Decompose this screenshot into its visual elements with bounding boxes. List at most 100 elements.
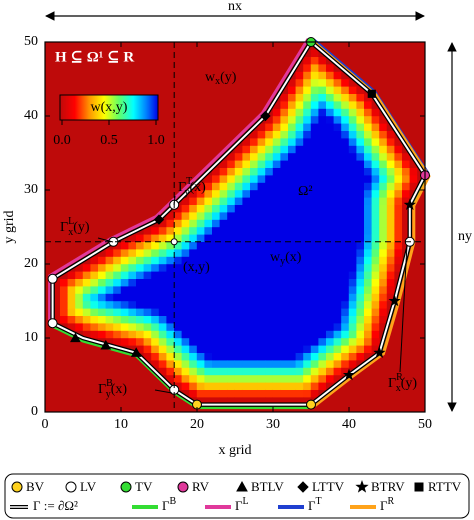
field-cell: [219, 249, 228, 257]
field-cell: [348, 167, 357, 176]
field-cell: [196, 182, 205, 191]
field-cell: [326, 189, 334, 198]
field-cell: [326, 86, 334, 94]
field-cell: [333, 278, 342, 287]
field-cell: [113, 241, 122, 250]
field-cell: [219, 345, 228, 353]
field-cell: [250, 389, 258, 398]
field-cell: [364, 212, 372, 220]
field-cell: [371, 345, 380, 353]
field-cell: [402, 197, 410, 205]
sub: y: [106, 389, 111, 400]
field-cell: [280, 308, 289, 316]
field-cell: [257, 189, 266, 198]
field-cell: [242, 152, 251, 161]
field-cell: [234, 367, 243, 376]
field-cell: [280, 123, 289, 131]
field-cell: [212, 256, 220, 265]
field-cell: [272, 204, 281, 213]
field-cell: [364, 293, 372, 302]
field-cell: [326, 226, 334, 235]
field-cell: [158, 249, 167, 257]
field-cell: [295, 182, 304, 191]
field-cell: [280, 360, 289, 368]
field-cell: [181, 234, 190, 242]
field-cell: [242, 145, 251, 154]
field-cell: [371, 101, 380, 109]
marker: [177, 481, 189, 493]
field-cell: [402, 189, 410, 198]
field-cell: [250, 234, 258, 242]
field-cell: [318, 204, 327, 213]
field-cell: [386, 293, 395, 302]
field-cell: [227, 278, 236, 287]
field-cell: [143, 300, 152, 309]
field-cell: [326, 315, 334, 324]
field-cell: [90, 278, 99, 287]
field-cell: [386, 145, 395, 154]
y-tick-label: 50: [24, 34, 38, 49]
field-cell: [219, 219, 228, 228]
field-cell: [318, 101, 327, 109]
arg: (x): [190, 180, 207, 195]
field-cell: [227, 300, 236, 309]
field-cell: [310, 189, 319, 198]
field-cell: [181, 226, 190, 235]
field-cell: [265, 167, 274, 176]
field-cell: [234, 204, 243, 213]
field-cell: [379, 271, 388, 279]
field-cell: [265, 175, 274, 183]
field-cell: [242, 189, 251, 198]
field-cell: [303, 56, 312, 65]
field-cell: [303, 323, 312, 331]
field-cell: [310, 78, 319, 87]
field-cell: [356, 300, 365, 309]
field-cell: [371, 167, 380, 176]
field-cell: [181, 360, 190, 368]
base: Γ: [60, 220, 68, 235]
field-cell: [364, 330, 372, 339]
field-cell: [242, 212, 251, 220]
field-cell: [250, 241, 258, 250]
field-cell: [386, 204, 395, 213]
field: [45, 41, 426, 412]
field-cell: [356, 197, 365, 205]
field-cell: [143, 293, 152, 302]
field-cell: [219, 241, 228, 250]
field-cell: [272, 130, 281, 139]
field-cell: [120, 293, 129, 302]
field-cell: [158, 241, 167, 250]
field-cell: [386, 138, 395, 146]
field-cell: [242, 249, 251, 257]
field-cell: [348, 293, 357, 302]
field-cell: [242, 337, 251, 346]
field-cell: [303, 337, 312, 346]
field-cell: [364, 300, 372, 309]
legend-label: RV: [192, 479, 210, 494]
sup: B: [106, 378, 113, 389]
field-cell: [265, 152, 274, 161]
field-cell: [295, 278, 304, 287]
field-cell: [272, 123, 281, 131]
field-cell: [310, 175, 319, 183]
field-cell: [227, 189, 236, 198]
field-cell: [288, 293, 296, 302]
field-cell: [348, 138, 357, 146]
wx-label: wx(y): [205, 70, 237, 87]
field-cell: [364, 345, 372, 353]
field-cell: [113, 308, 122, 316]
field-cell: [310, 212, 319, 220]
field-cell: [356, 286, 365, 294]
field-cell: [212, 271, 220, 279]
y-tick-label: 40: [24, 108, 38, 123]
field-cell: [303, 49, 312, 57]
field-cell: [280, 108, 289, 117]
field-cell: [250, 300, 258, 309]
field-cell: [242, 271, 251, 279]
field-cell: [113, 249, 122, 257]
field-cell: [364, 315, 372, 324]
field-cell: [310, 263, 319, 272]
field-cell: [326, 64, 334, 72]
field-cell: [394, 263, 403, 272]
colorbar-tick-label: 1.0: [147, 133, 165, 148]
